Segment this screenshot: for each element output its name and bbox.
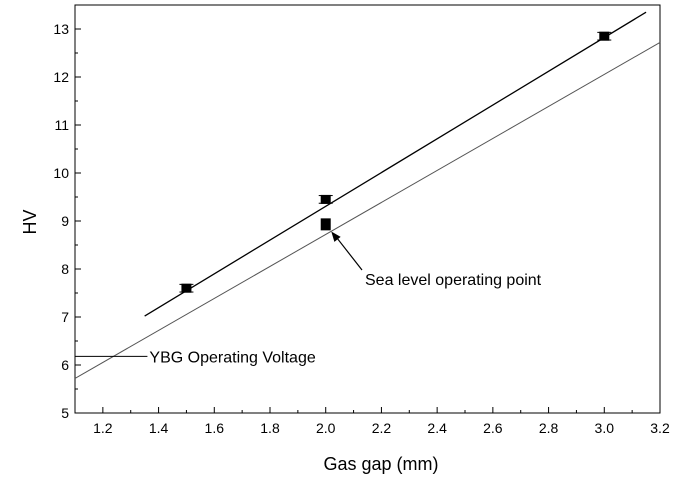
y-tick-label: 8 [61,261,69,277]
y-tick-label: 6 [61,357,69,373]
x-axis-ticks: 1.2 1.4 1.6 1.8 2.0 2.2 2.4 2.6 2.8 3.0 3.2 [74,407,670,436]
x-tick-label: 2.4 [427,420,447,436]
x-tick-label: 1.2 [93,420,113,436]
y-tick-label: 10 [53,165,69,181]
fit-lines [74,11,661,379]
annotation-arrow-line [333,234,363,271]
y-axis-title: HV [20,209,40,234]
x-tick-label: 2.8 [539,420,559,436]
fit-line-1 [144,11,647,317]
y-axis-ticks: 5 6 7 8 9 10 11 12 13 [53,21,81,421]
x-axis-title: Gas gap (mm) [323,454,438,474]
annotation-sea-level: Sea level operating point [365,272,542,289]
fit-line-2 [74,42,661,379]
plot-frame [74,4,661,414]
x-tick-label: 3.2 [650,420,670,436]
annotation-arrowhead [331,231,341,242]
data-point [181,283,192,293]
data-points [179,31,612,293]
x-tick-label: 1.6 [205,420,225,436]
annotations: Sea level operating point YBG Operating V… [149,231,542,366]
y-tick-label: 7 [61,309,69,325]
sea-level-point [320,218,331,231]
y-tick-label: 12 [53,69,69,85]
y-tick-label: 5 [61,405,69,421]
y-tick-label: 13 [53,21,69,37]
x-tick-label: 1.4 [149,420,169,436]
x-tick-label: 2.2 [372,420,392,436]
data-point [320,194,331,204]
y-tick-label: 11 [54,117,69,133]
x-tick-label: 3.0 [595,420,615,436]
axes [74,4,661,414]
x-tick-label: 2.0 [316,420,336,436]
data-point [599,31,610,41]
y-tick-label: 9 [61,213,69,229]
x-tick-label: 1.8 [260,420,280,436]
annotation-ybg: YBG Operating Voltage [149,349,315,366]
x-tick-label: 2.6 [483,420,503,436]
